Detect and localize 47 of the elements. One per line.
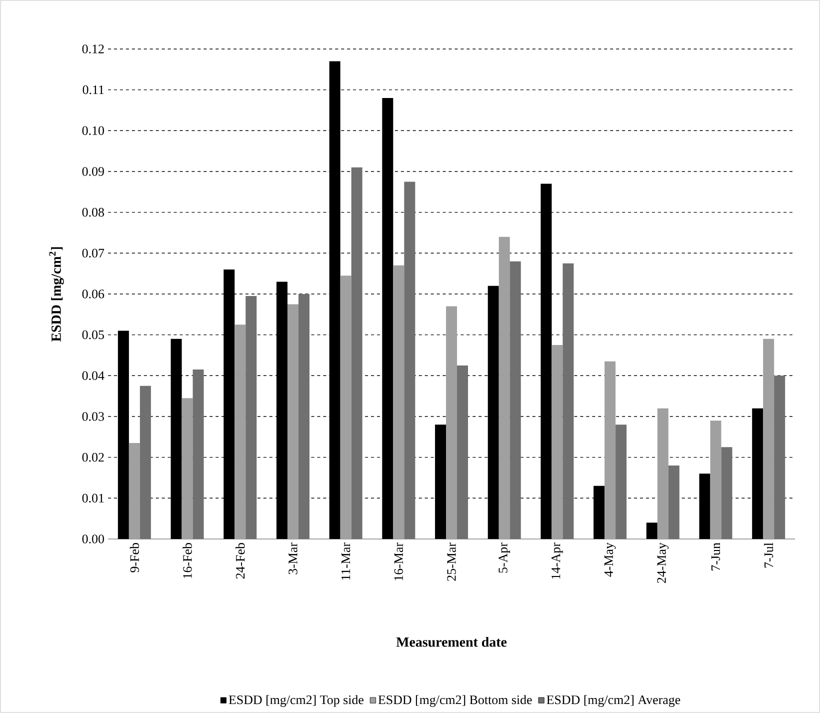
- y-tick-label: 0.01: [82, 494, 104, 503]
- bar: [562, 263, 574, 539]
- bar: [721, 447, 732, 539]
- x-axis-title: Measurement date: [396, 636, 507, 647]
- x-tick-label: 5-Apr: [498, 542, 510, 573]
- bar: [774, 376, 786, 539]
- y-tick-label: 0.10: [82, 126, 104, 136]
- y-tick-label: 0.12: [82, 44, 104, 54]
- x-tick-label: 3-Mar: [288, 542, 298, 574]
- x-tick-label: 24-May: [657, 542, 669, 583]
- x-tick-label: 25-Mar: [447, 542, 456, 581]
- y-tick-label: 0.00: [82, 534, 104, 544]
- legend-label: ESDD [mg/cm2] Average: [546, 695, 680, 707]
- y-tick-label: 0.09: [82, 167, 104, 176]
- y-tick-label: 0.02: [82, 452, 104, 462]
- bar: [351, 167, 362, 539]
- bar: [616, 424, 627, 539]
- bar: [699, 474, 710, 539]
- x-tick-label: 11-Mar: [341, 542, 350, 580]
- y-tick-label: 0.08: [82, 208, 104, 217]
- x-tick-label: 24-Feb: [236, 542, 245, 579]
- x-tick-label: 7-Jun: [711, 542, 720, 570]
- y-tick-label: 0.06: [82, 290, 104, 298]
- x-tick-label: 4-May: [604, 542, 616, 577]
- x-tick-label: 9-Feb: [130, 542, 139, 572]
- y-tick-label: 0.05: [82, 330, 104, 340]
- y-tick-label: 0.07: [82, 248, 104, 258]
- bar: [298, 294, 310, 539]
- x-tick-label: 14-Apr: [552, 542, 563, 579]
- x-tick-label: 16-Feb: [182, 542, 192, 578]
- bar: [457, 365, 468, 539]
- bar: [246, 296, 257, 539]
- x-tick-label: 7-Jul: [764, 542, 774, 568]
- bar: [192, 370, 204, 539]
- legend-label: ESDD [mg/cm2] Top side: [228, 695, 364, 707]
- bar: [140, 386, 151, 539]
- bar: [668, 465, 680, 539]
- y-tick-label: 0.04: [82, 371, 104, 380]
- bar: [404, 182, 416, 539]
- y-tick-label: 0.11: [82, 85, 104, 94]
- y-tick-label: 0.03: [82, 412, 104, 421]
- bar: [646, 522, 658, 539]
- y-axis-title: ESDD [mg/cm$^{2}$]: [49, 247, 64, 342]
- x-tick-label: 16-Mar: [394, 542, 404, 580]
- legend-label: ESDD [mg/cm2] Bottom side: [378, 695, 532, 707]
- bar: [510, 261, 521, 539]
- bar: [382, 98, 394, 539]
